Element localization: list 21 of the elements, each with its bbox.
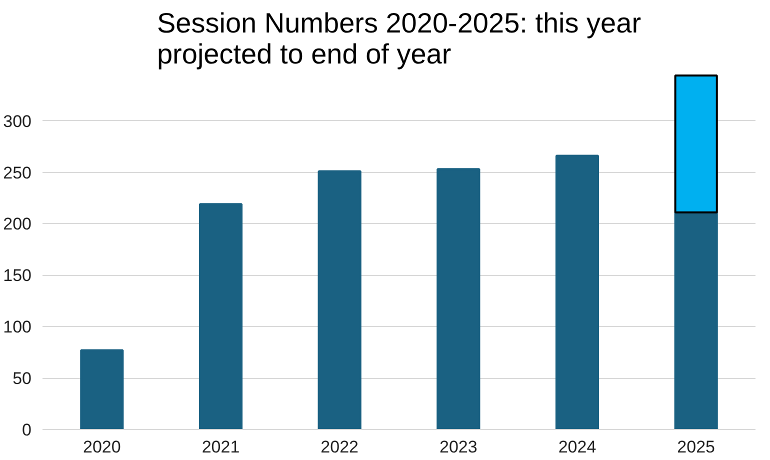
x-tick-label: 2024	[558, 438, 596, 456]
y-tick-label: 300	[3, 112, 32, 131]
y-tick-label: 100	[3, 318, 32, 337]
bar	[674, 211, 718, 430]
y-tick-label: 150	[3, 266, 32, 286]
x-tick-label: 2022	[320, 438, 358, 456]
bar	[318, 170, 362, 430]
y-tick-label: 0	[22, 420, 32, 440]
y-tick-label: 250	[3, 163, 32, 182]
bar	[436, 168, 480, 430]
x-tick-label: 2025	[677, 438, 715, 456]
bar	[555, 154, 600, 430]
bar	[198, 203, 243, 430]
x-tick-label: 2021	[202, 438, 240, 456]
x-tick-label: 2023	[440, 438, 478, 456]
bar	[674, 74, 718, 214]
bar	[80, 349, 124, 430]
x-tick-label: 2020	[83, 438, 121, 456]
y-tick-label: 200	[3, 214, 32, 234]
chart-title: Session Numbers 2020-2025: this year projected to end of year	[156, 8, 642, 70]
y-tick-label: 50	[12, 369, 32, 388]
